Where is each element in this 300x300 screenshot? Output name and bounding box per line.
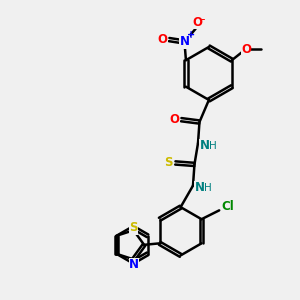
Text: N: N [179, 35, 190, 48]
Text: N: N [194, 182, 205, 194]
Text: -: - [201, 13, 205, 26]
Text: O: O [170, 112, 180, 126]
Text: H: H [204, 183, 212, 193]
Text: N: N [200, 139, 209, 152]
Text: +: + [187, 31, 195, 40]
Text: H: H [209, 141, 217, 151]
Text: S: S [129, 221, 138, 234]
Text: O: O [192, 16, 202, 29]
Text: S: S [165, 157, 173, 169]
Text: O: O [241, 43, 251, 56]
Text: N: N [129, 258, 139, 271]
Text: O: O [158, 33, 168, 46]
Text: Cl: Cl [221, 200, 234, 213]
